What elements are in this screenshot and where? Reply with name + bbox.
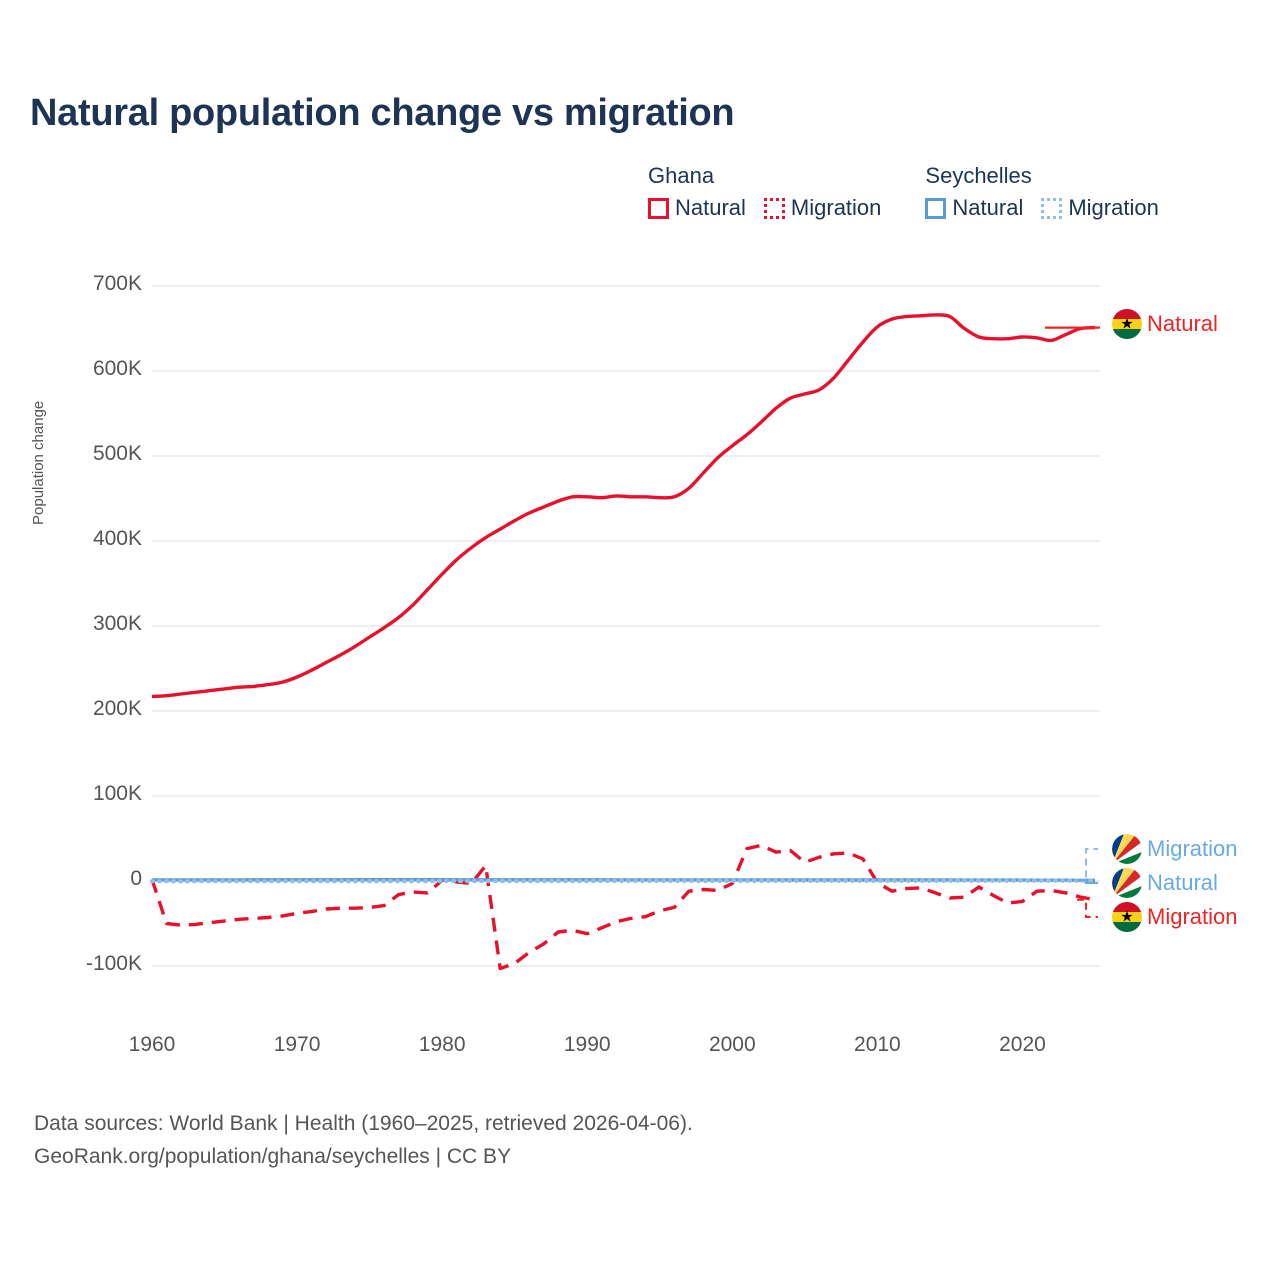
gridlines (152, 285, 1100, 967)
series-lines (149, 313, 1098, 971)
footer: Data sources: World Bank | Health (1960–… (34, 1108, 693, 1173)
black-star-icon: ★ (1120, 908, 1134, 926)
end-label-text: Migration (1147, 836, 1238, 861)
legend-group-ghana: Ghana Natural Migration (648, 163, 881, 221)
legend-item-label: Natural (952, 195, 1024, 220)
series-line-ghana-migration (150, 843, 1096, 971)
series-line-seychelles-migration (149, 878, 1098, 884)
chart-legend: Ghana Natural Migration Seychelles Natur… (648, 163, 1159, 221)
x-axis-tick: 2020 (999, 1033, 1046, 1056)
page-title: Natural population change vs migration (30, 92, 735, 134)
legend-group-title: Seychelles (925, 163, 1032, 188)
legend-item-seychelles-migration[interactable]: Migration (1041, 195, 1159, 221)
seychelles-flag-icon (1112, 834, 1142, 864)
x-axis-tick: 1970 (273, 1033, 321, 1056)
legend-item-label: Natural (675, 195, 746, 220)
end-label-text: Natural (1147, 311, 1218, 336)
end-label-natural-ghana[interactable]: ★ Natural (1112, 309, 1218, 339)
series-line-ghana-natural (151, 313, 1096, 699)
seychelles-flag-icon (1112, 868, 1142, 898)
y-axis-tick: 100K (92, 782, 142, 805)
footer-attribution: GeoRank.org/population/ghana/seychelles … (34, 1144, 512, 1168)
seychelles-rays-icon (1112, 868, 1142, 898)
legend-swatch-dotted-icon (763, 197, 785, 219)
y-axis-tick: 400K (92, 527, 142, 550)
legend-item-ghana-natural[interactable]: Natural (648, 195, 746, 221)
x-axis-tick: 1980 (418, 1033, 466, 1056)
y-axis-tick: 200K (92, 697, 142, 720)
x-axis-tick: 1960 (128, 1033, 176, 1056)
x-axis-tick: 1990 (563, 1033, 611, 1056)
end-label-text: Migration (1147, 904, 1238, 929)
y-axis-tick: 300K (92, 612, 142, 635)
end-label-text: Natural (1147, 870, 1218, 895)
legend-item-label: Migration (790, 195, 882, 220)
y-axis-tick: -100K (85, 952, 142, 975)
label-connectors (1045, 326, 1100, 918)
end-label-migration-seychelles[interactable]: Migration (1112, 834, 1237, 864)
ghana-flag-icon: ★ (1112, 309, 1142, 339)
legend-item-ghana-migration[interactable]: Migration (763, 195, 882, 221)
y-axis-tick: 0 (130, 867, 142, 890)
legend-item-label: Migration (1068, 195, 1159, 220)
legend-swatch-solid-icon (648, 197, 669, 219)
legend-group-seychelles: Seychelles Natural Migration (925, 163, 1159, 221)
y-axis-tick: 500K (92, 442, 142, 465)
end-label-migration-ghana[interactable]: ★ Migration (1112, 902, 1237, 932)
legend-item-seychelles-natural[interactable]: Natural (925, 195, 1023, 221)
y-axis-tick: 600K (92, 357, 142, 380)
x-axis-tick: 2000 (708, 1033, 756, 1056)
end-label-connector (1077, 848, 1098, 882)
end-label-natural-seychelles[interactable]: Natural (1112, 868, 1218, 898)
ghana-flag-icon: ★ (1112, 902, 1142, 932)
end-label-connector (1077, 898, 1098, 918)
legend-group-title: Ghana (648, 163, 715, 188)
footer-data-sources: Data sources: World Bank | Health (1960–… (34, 1112, 693, 1135)
end-label-connector (1077, 879, 1098, 884)
legend-swatch-dotted-icon (1041, 197, 1063, 219)
x-axis-tick: 2010 (854, 1033, 901, 1056)
seychelles-rays-icon (1112, 834, 1142, 864)
black-star-icon: ★ (1120, 315, 1134, 333)
legend-swatch-solid-icon (925, 197, 947, 219)
y-axis-tick: 700K (92, 272, 142, 295)
